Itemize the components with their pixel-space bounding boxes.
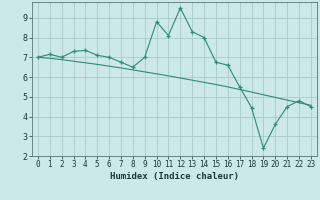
X-axis label: Humidex (Indice chaleur): Humidex (Indice chaleur) xyxy=(110,172,239,181)
